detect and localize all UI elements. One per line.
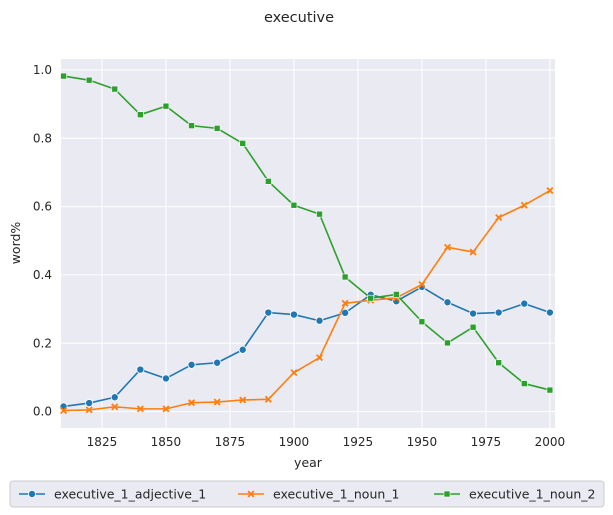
data-point bbox=[545, 308, 554, 317]
data-point bbox=[469, 323, 477, 331]
data-point bbox=[315, 316, 324, 325]
y-tick-label: 1.0 bbox=[33, 63, 52, 77]
data-point bbox=[213, 125, 221, 132]
x-tick-label: 1900 bbox=[279, 435, 310, 449]
legend-label: executive_1_noun_2 bbox=[469, 487, 596, 502]
x-axis-title: year bbox=[294, 455, 323, 470]
y-tick-label: 0.0 bbox=[33, 405, 52, 419]
grid-lines bbox=[61, 59, 555, 428]
legend-item: executive_1_noun_1 bbox=[238, 487, 400, 502]
data-point bbox=[162, 405, 170, 413]
data-point bbox=[213, 398, 221, 406]
x-tick-label: 1975 bbox=[471, 435, 502, 449]
y-axis-title: word% bbox=[8, 222, 23, 265]
data-point bbox=[110, 393, 119, 402]
x-axis-ticks: 1825 1850 1875 1900 1925 1950 1975 2000 bbox=[87, 435, 565, 449]
data-point bbox=[188, 399, 196, 407]
series-executive_1_noun_1 bbox=[60, 187, 554, 415]
data-point bbox=[111, 403, 119, 411]
data-point bbox=[137, 111, 144, 118]
data-point bbox=[469, 248, 477, 256]
data-point bbox=[546, 386, 554, 394]
legend-label: executive_1_adjective_1 bbox=[54, 487, 206, 502]
data-point bbox=[393, 291, 400, 298]
data-point bbox=[85, 406, 93, 414]
data-point bbox=[60, 407, 68, 415]
data-point bbox=[264, 395, 272, 403]
y-tick-label: 0.8 bbox=[33, 131, 52, 145]
data-point bbox=[316, 210, 323, 218]
data-point bbox=[238, 345, 247, 354]
data-point bbox=[187, 360, 196, 369]
data-point bbox=[188, 122, 195, 129]
data-point bbox=[495, 213, 503, 222]
legend-marker bbox=[443, 490, 451, 498]
y-tick-label: 0.2 bbox=[33, 336, 52, 350]
series-executive_1_adjective_1 bbox=[59, 282, 554, 411]
data-point bbox=[290, 201, 298, 209]
plot-area bbox=[61, 59, 555, 428]
data-point bbox=[520, 380, 528, 387]
x-tick-label: 1825 bbox=[87, 435, 118, 449]
chart-title: executive bbox=[264, 10, 334, 26]
data-point bbox=[520, 201, 528, 209]
legend: executive_1_adjective_1 executive_1_noun_… bbox=[9, 480, 605, 508]
legend-item: executive_1_noun_2 bbox=[434, 487, 596, 502]
legend-item: executive_1_adjective_1 bbox=[19, 487, 206, 502]
y-tick-label: 0.4 bbox=[33, 268, 52, 282]
data-point bbox=[418, 318, 426, 326]
data-point bbox=[289, 310, 298, 319]
data-point bbox=[290, 369, 298, 377]
data-point bbox=[494, 308, 503, 317]
legend-frame bbox=[9, 480, 605, 508]
data-point bbox=[367, 294, 375, 302]
legend-marker bbox=[27, 489, 36, 498]
data-point bbox=[239, 140, 247, 147]
series-line bbox=[63, 189, 551, 412]
x-tick-label: 2000 bbox=[535, 435, 566, 449]
data-point bbox=[469, 309, 478, 318]
data-point bbox=[443, 298, 452, 307]
x-tick-label: 1925 bbox=[343, 435, 374, 449]
series-executive_1_noun_2 bbox=[60, 72, 554, 394]
y-tick-label: 0.6 bbox=[33, 200, 52, 214]
series-line bbox=[63, 286, 551, 408]
data-point bbox=[161, 374, 170, 383]
y-axis-ticks: 0.0 0.2 0.4 0.6 0.8 1.0 bbox=[33, 63, 52, 419]
data-point bbox=[443, 243, 452, 251]
legend-label: executive_1_noun_1 bbox=[273, 487, 400, 502]
data-point bbox=[213, 358, 222, 367]
data-point bbox=[444, 339, 451, 347]
x-tick-label: 1875 bbox=[215, 435, 246, 449]
data-point bbox=[341, 299, 349, 307]
data-point bbox=[341, 273, 349, 281]
data-point bbox=[520, 299, 529, 308]
data-point bbox=[315, 354, 324, 362]
data-point bbox=[264, 308, 273, 317]
data-point bbox=[418, 280, 426, 289]
data-point bbox=[85, 399, 94, 408]
data-point bbox=[239, 396, 247, 404]
x-tick-label: 1950 bbox=[407, 435, 438, 449]
x-tick-label: 1850 bbox=[151, 435, 182, 449]
data-point bbox=[60, 72, 67, 80]
data-point bbox=[265, 178, 272, 185]
data-point bbox=[85, 76, 93, 84]
series-line bbox=[63, 75, 551, 391]
series-layer bbox=[59, 72, 554, 415]
data-point bbox=[162, 102, 170, 110]
data-point bbox=[136, 405, 144, 413]
data-point bbox=[495, 359, 502, 367]
data-point bbox=[341, 308, 350, 317]
data-point bbox=[136, 365, 145, 374]
data-point bbox=[546, 187, 554, 195]
data-point bbox=[111, 85, 119, 93]
legend-marker bbox=[247, 490, 255, 498]
